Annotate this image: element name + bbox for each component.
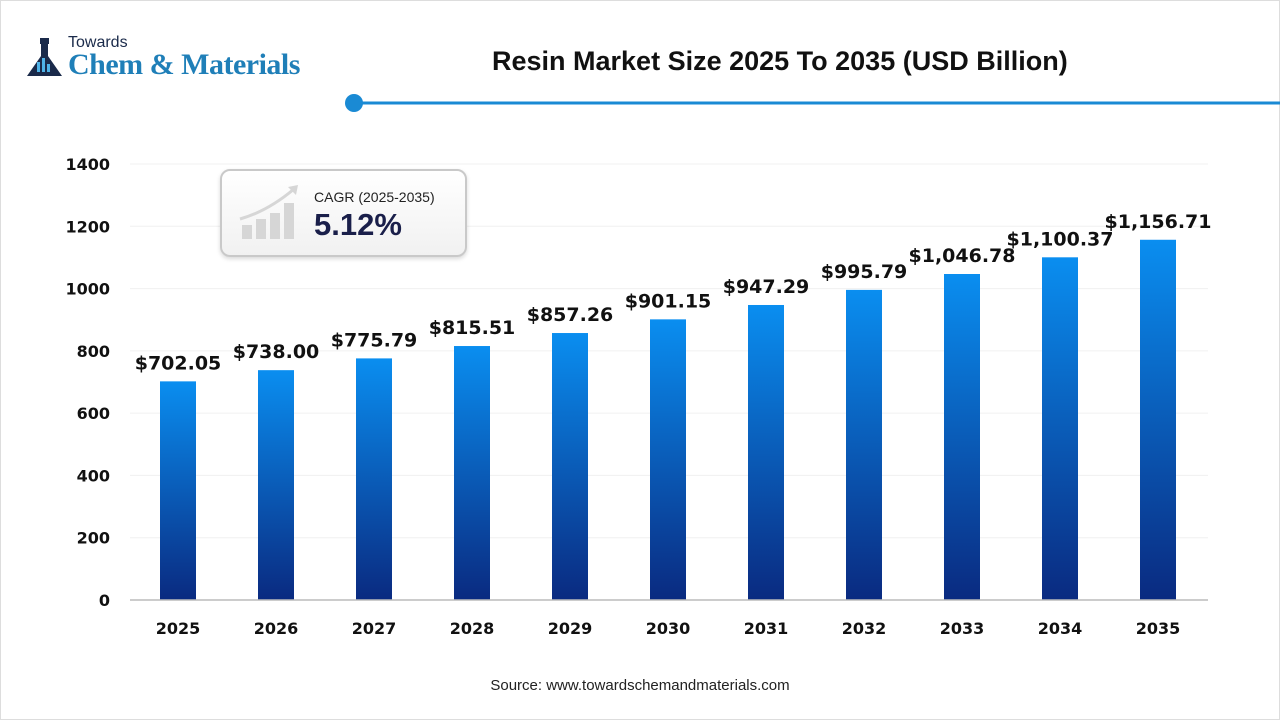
data-label: $738.00: [233, 341, 320, 363]
bar-2034: [1042, 257, 1078, 600]
cagr-label: CAGR (2025-2035): [314, 189, 435, 205]
data-label: $995.79: [821, 261, 908, 283]
data-label: $901.15: [625, 290, 712, 312]
bar-2033: [944, 274, 980, 600]
x-tick-label: 2029: [548, 619, 593, 638]
data-label: $947.29: [723, 276, 810, 298]
data-label: $857.26: [527, 304, 614, 326]
bar-2028: [454, 346, 490, 600]
bar-2030: [650, 319, 686, 600]
bar-2032: [846, 289, 882, 600]
bar-2035: [1140, 239, 1176, 600]
x-tick-label: 2032: [842, 619, 887, 638]
x-tick-label: 2028: [450, 619, 495, 638]
growth-chart-icon: [239, 185, 298, 239]
y-tick-label: 600: [77, 404, 110, 423]
x-tick-label: 2033: [940, 619, 985, 638]
y-tick-label: 1000: [65, 280, 110, 299]
x-tick-label: 2030: [646, 619, 691, 638]
bar-2026: [258, 370, 294, 600]
y-tick-label: 1200: [65, 217, 110, 236]
data-label: $815.51: [429, 317, 516, 339]
cagr-value: 5.12%: [314, 207, 402, 242]
cagr-box: CAGR (2025-2035) 5.12%: [220, 169, 467, 257]
logo-line1: Towards: [68, 34, 128, 51]
bar-2031: [748, 304, 784, 600]
chart-title: Resin Market Size 2025 To 2035 (USD Bill…: [492, 46, 1068, 76]
x-tick-label: 2026: [254, 619, 299, 638]
x-tick-label: 2025: [156, 619, 201, 638]
x-tick-label: 2027: [352, 619, 397, 638]
y-tick-label: 1400: [65, 155, 110, 174]
logo-line2: Chem & Materials: [68, 48, 300, 81]
bar-2027: [356, 358, 392, 600]
data-label: $1,046.78: [909, 245, 1016, 267]
y-tick-label: 800: [77, 342, 110, 361]
data-label: $1,156.71: [1105, 211, 1212, 233]
x-tick-label: 2035: [1136, 619, 1181, 638]
y-tick-label: 200: [77, 529, 110, 548]
data-label: $702.05: [135, 352, 222, 374]
source-note: Source: www.towardschemandmaterials.com: [490, 677, 790, 694]
flask-logo-icon: [27, 38, 62, 76]
bar-2025: [160, 381, 196, 600]
x-tick-label: 2031: [744, 619, 789, 638]
data-label: $775.79: [331, 329, 418, 351]
x-tick-label: 2034: [1038, 619, 1083, 638]
y-tick-label: 400: [77, 466, 110, 485]
bar-2029: [552, 333, 588, 600]
y-tick-label: 0: [99, 591, 110, 610]
data-label: $1,100.37: [1007, 228, 1114, 250]
